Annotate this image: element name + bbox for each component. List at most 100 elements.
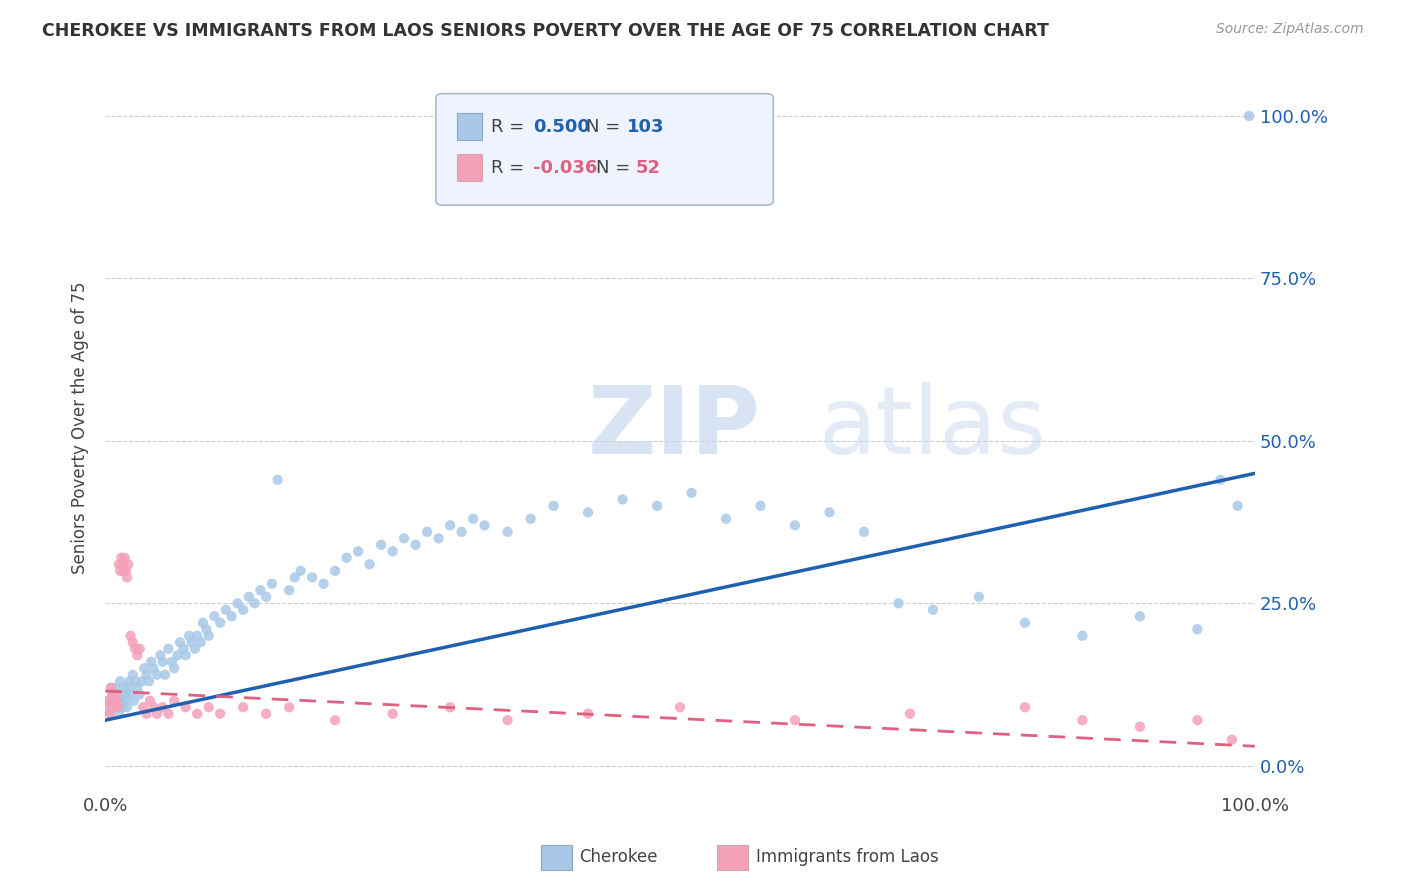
Point [1071,713,1094,727]
Point [238,590,260,604]
Point [290,564,312,578]
Point [381,544,404,558]
Point [157,706,180,721]
Point [107,700,129,714]
Point [114,687,136,701]
Point [232,700,254,714]
Point [461,512,484,526]
Point [108,706,131,721]
Point [108,558,131,572]
Point [180,635,202,649]
Y-axis label: Seniors Poverty Over the Age of 75: Seniors Poverty Over the Age of 75 [72,282,89,574]
Point [645,499,668,513]
Point [98,706,121,721]
Point [749,499,772,513]
Point [127,648,149,663]
Point [117,558,139,572]
Point [124,674,146,689]
Point [427,532,450,546]
Point [392,532,415,546]
Point [439,518,461,533]
Point [138,674,160,689]
Point [852,524,875,539]
Point [124,641,146,656]
Point [131,674,153,689]
Text: CHEROKEE VS IMMIGRANTS FROM LAOS SENIORS POVERTY OVER THE AGE OF 75 CORRELATION : CHEROKEE VS IMMIGRANTS FROM LAOS SENIORS… [42,22,1049,40]
Point [347,544,370,558]
Point [266,473,288,487]
Point [312,576,335,591]
Point [381,706,404,721]
Point [115,700,138,714]
Point [111,558,134,572]
Point [576,505,599,519]
Point [209,615,232,630]
Point [576,706,599,721]
Point [163,694,186,708]
Text: N =: N = [586,118,626,136]
Point [172,641,194,656]
Point [100,681,122,695]
Point [197,700,219,714]
Point [254,706,277,721]
Point [191,615,214,630]
Point [128,687,150,701]
Point [174,648,197,663]
Point [1220,732,1243,747]
Point [96,700,118,714]
Text: ZIP: ZIP [588,382,761,474]
Point [163,661,186,675]
Point [474,518,496,533]
Point [260,576,283,591]
Point [174,700,197,714]
Point [101,700,124,714]
Point [97,694,120,708]
Point [215,603,238,617]
Point [669,700,692,714]
Point [135,667,157,681]
Point [249,583,271,598]
Point [284,570,307,584]
Point [519,512,541,526]
Point [496,713,519,727]
Point [190,635,212,649]
Point [783,713,806,727]
Point [195,622,218,636]
Text: R =: R = [491,118,530,136]
Point [204,609,226,624]
Point [922,603,945,617]
Point [301,570,323,584]
Point [120,687,142,701]
Point [336,550,359,565]
Point [104,687,127,701]
Point [184,641,207,656]
Point [1014,615,1036,630]
Point [103,700,125,714]
Point [149,648,172,663]
Point [232,603,254,617]
Point [132,700,155,714]
Point [543,499,565,513]
Point [127,681,149,695]
Point [416,524,439,539]
Point [98,706,121,721]
Point [115,570,138,584]
Point [1187,713,1209,727]
Point [278,583,301,598]
Point [1014,700,1036,714]
Point [226,596,249,610]
Point [209,706,232,721]
Point [1071,629,1094,643]
Point [160,655,183,669]
Point [323,564,346,578]
Point [112,681,135,695]
Point [1129,720,1152,734]
Point [221,609,243,624]
Point [112,564,135,578]
Text: 103: 103 [627,118,665,136]
Point [818,505,841,519]
Point [146,667,169,681]
Point [121,635,143,649]
Point [139,694,162,708]
Point [496,524,519,539]
